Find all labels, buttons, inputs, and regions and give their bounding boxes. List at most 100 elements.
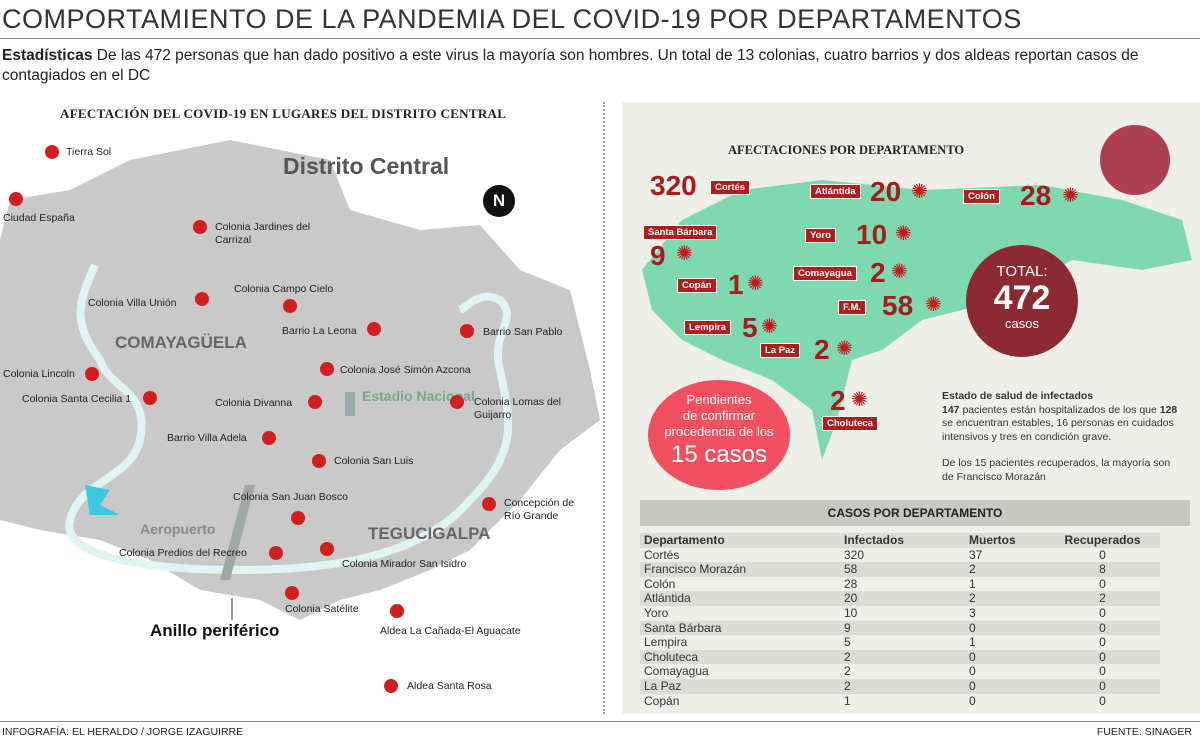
dept-count: 28: [1020, 180, 1052, 211]
location-marker: [285, 586, 299, 600]
place-label: Colonia Predios del Recreo: [119, 547, 247, 559]
pending-count: 15 casos: [670, 441, 768, 468]
location-marker: [283, 299, 297, 313]
lagoon-shape: [85, 485, 120, 515]
table-cell: 0: [1099, 678, 1106, 693]
table-cell: 10: [844, 605, 858, 620]
table-cell: 0: [969, 693, 976, 708]
place-label: Aldea La Cañada-El Aguacate: [380, 625, 521, 637]
table-cell: 28: [844, 576, 858, 591]
location-marker: [193, 220, 207, 234]
pending-text: procedencia de los: [664, 424, 774, 439]
dept-tag: Choluteca: [822, 416, 878, 431]
district-label: Distrito Central: [283, 153, 450, 179]
table-cell: Recuperados: [1064, 533, 1141, 547]
table-row: Santa Bárbara 9 0 0: [640, 620, 1160, 636]
virus-icon: ✺: [836, 338, 853, 360]
pending-text: Pendientes: [686, 392, 752, 407]
stadium-shape: [345, 392, 355, 416]
dept-count: 20: [870, 176, 902, 207]
departments-title: AFECTACIONES POR DEPARTAMENTO: [728, 143, 965, 157]
table-cell: Francisco Morazán: [644, 562, 747, 577]
dept-count: 1: [728, 269, 744, 300]
virus-icon: ✺: [851, 389, 868, 411]
place-label: Barrio La Leona: [282, 325, 357, 337]
total-badge: TOTAL: 472 casos: [966, 245, 1078, 357]
table-row: Copán 1 0 0: [640, 694, 1160, 709]
location-marker: [195, 292, 209, 306]
river: [65, 263, 513, 575]
cases-table: Departamento Infectados Muertos Recuperados…: [640, 533, 1160, 708]
table-row: Choluteca 2 0 0: [640, 649, 1160, 665]
table-row: Comayagua 2 0 0: [640, 664, 1160, 679]
table-row: Yoro 10 3 0: [640, 606, 1160, 621]
column-divider: [603, 102, 605, 714]
table-cell: 0: [1099, 635, 1106, 650]
source: FUENTE: SINAGER: [1096, 726, 1192, 738]
table-cell: 2: [1099, 591, 1106, 606]
location-marker: [367, 322, 381, 336]
table-cell: Muertos: [969, 533, 1016, 547]
place-label: Colonia San Luis: [334, 455, 414, 467]
virus-icon: ✺: [761, 316, 778, 338]
table-row: Atlántida 20 2 2: [640, 591, 1160, 606]
location-marker: [85, 367, 99, 381]
table-header: Departamento Infectados Muertos Recuperados: [640, 533, 1160, 548]
dept-count: 9: [650, 240, 666, 271]
table-cell: 2: [844, 649, 851, 664]
location-marker: [320, 362, 334, 376]
place-label: Colonia Lomas del Guijarro: [474, 396, 561, 421]
location-marker: [143, 391, 157, 405]
location-marker: [9, 192, 23, 206]
health-text: pacientes están hospitalizados de los qu…: [959, 403, 1160, 416]
pending-badge: Pendientes de confirmar procedencia de l…: [648, 380, 790, 490]
virus-icon: ✺: [747, 273, 764, 295]
table-cell: 1: [844, 693, 851, 708]
table-cell: 2: [844, 664, 851, 679]
place-label: Colonia Villa Unión: [88, 297, 177, 309]
dept-count: 5: [742, 312, 758, 343]
location-marker: [312, 454, 326, 468]
dept-count: 10: [856, 219, 888, 250]
table-cell: 9: [844, 620, 851, 635]
place-label: Colonia Jardines del Carrizal: [215, 221, 311, 246]
table-cell: 0: [1099, 620, 1106, 635]
place-label: Concepción de Río Grande: [504, 497, 575, 522]
location-marker: [384, 679, 398, 693]
table-cell: 0: [969, 620, 976, 635]
table-cell: 2: [844, 678, 851, 693]
intro-body: De las 472 personas que han dado positiv…: [2, 47, 1139, 84]
dept-count: 2: [830, 385, 846, 416]
place-label: Colonia Divanna: [215, 397, 293, 409]
dept-tag: Copán: [677, 278, 717, 293]
table-cell: 0: [969, 664, 976, 679]
table-cell: 0: [1099, 576, 1106, 591]
health-title: Estado de salud de infectados: [942, 390, 1094, 402]
dept-tag: La Paz: [760, 343, 801, 358]
location-marker: [269, 546, 283, 560]
recovered-text: De los 15 pacientes recuperados, la mayo…: [942, 457, 1171, 483]
virus-icon: ✺: [1062, 185, 1079, 207]
credit: INFOGRAFÍA: EL HERALDO / JORGE IZAGUIRRE: [2, 726, 244, 738]
table-cell: 0: [1099, 547, 1106, 562]
virus-icon: ✺: [676, 243, 693, 265]
table-cell: 0: [1099, 693, 1106, 708]
table-cell: Infectados: [844, 533, 905, 547]
place-label: Colonia José Simón Azcona: [340, 364, 471, 376]
virus-icon: ✺: [891, 261, 908, 283]
table-cell: 8: [1099, 562, 1106, 577]
dept-tag: Cortés: [710, 180, 751, 195]
table-cell: Copán: [644, 693, 680, 708]
table-row: Francisco Morazán 58 2 8: [640, 562, 1160, 577]
table-cell: 58: [844, 562, 858, 577]
dept-count: 58: [882, 290, 914, 321]
virus-icon: [1100, 125, 1170, 195]
table-cell: Cortés: [644, 547, 680, 562]
table-cell: 1: [969, 635, 976, 650]
stadium-label: Estadio Nacional: [362, 388, 475, 404]
table-cell: 0: [1099, 664, 1106, 679]
health-status: Estado de salud de infectados 147 pacien…: [942, 390, 1182, 484]
table-row: Lempira 5 1 0: [640, 635, 1160, 650]
place-label: Colonia Mirador San Isidro: [342, 558, 467, 570]
location-marker: [45, 145, 59, 159]
